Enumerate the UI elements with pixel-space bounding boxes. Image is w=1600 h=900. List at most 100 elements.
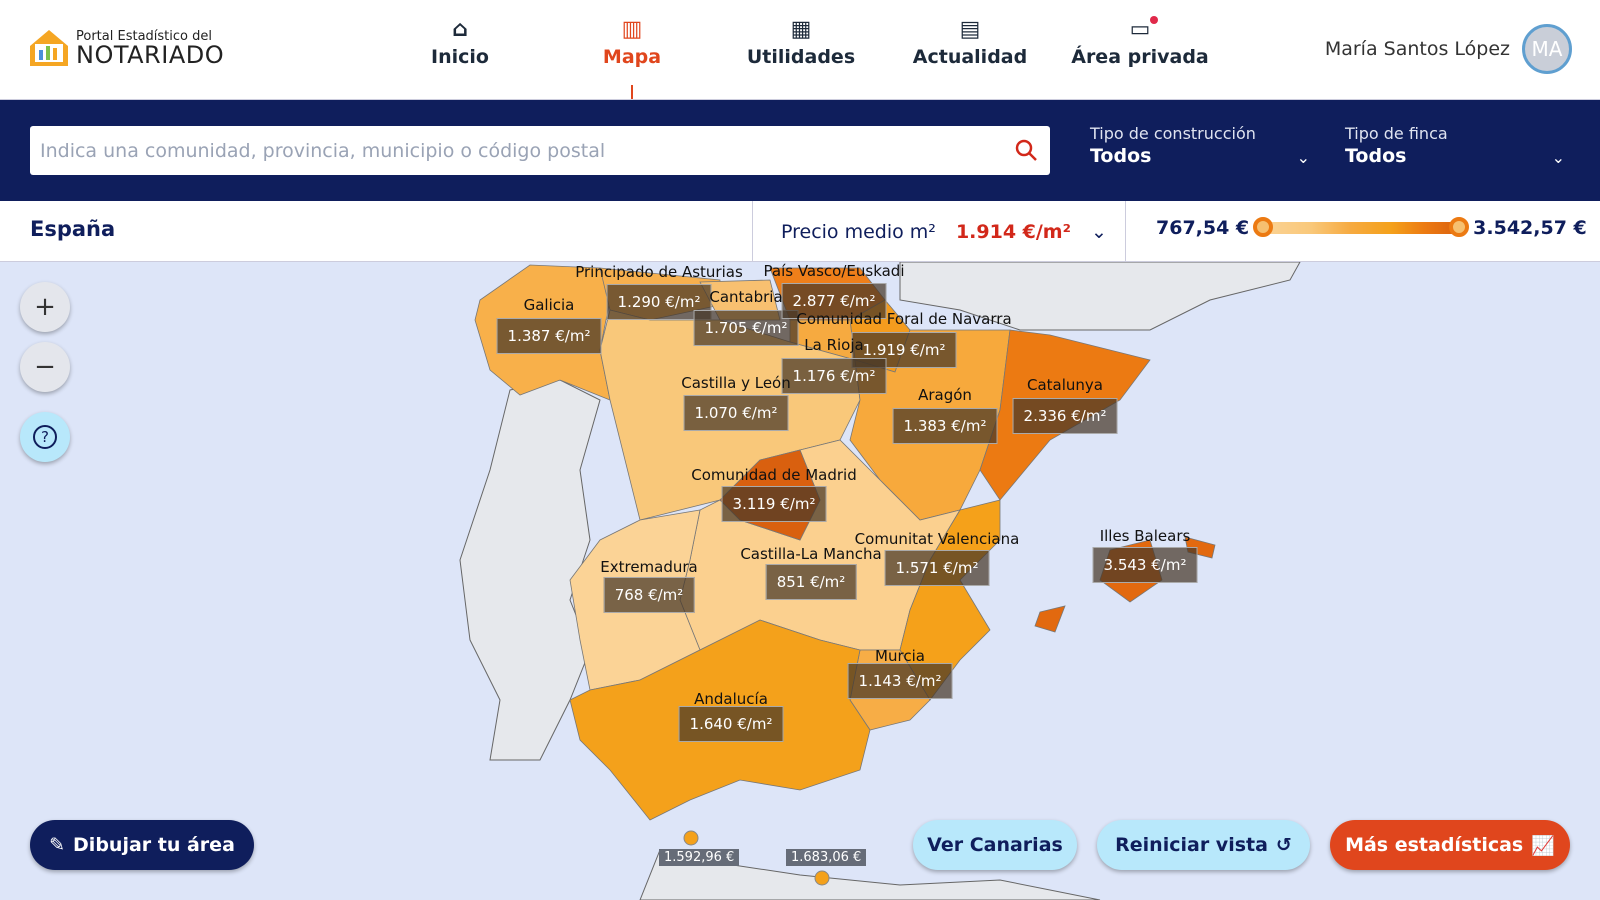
region-price: 851 €/m²: [765, 564, 857, 600]
button-label: Ver Canarias: [927, 834, 1063, 856]
nav-label: Actualidad: [912, 46, 1028, 68]
region-name: Murcia: [875, 647, 925, 665]
metric-label: Precio medio m²: [781, 220, 936, 243]
range-max: 3.542,57 €: [1473, 217, 1587, 239]
range-min: 767,54 €: [1156, 217, 1250, 239]
ver-canarias-button[interactable]: Ver Canarias: [913, 820, 1077, 870]
active-nav-indicator: [631, 85, 633, 99]
region-price: 1.387 €/m²: [496, 318, 602, 354]
user-menu[interactable]: María Santos López MA: [1325, 24, 1572, 74]
search-box: [30, 126, 1050, 175]
region-name: Comunitat Valenciana: [854, 530, 1020, 548]
more-stats-button[interactable]: Más estadísticas 📈: [1330, 820, 1570, 870]
region-name: Extremadura: [600, 558, 698, 576]
help-icon: ?: [33, 425, 57, 449]
help-button[interactable]: ?: [20, 412, 70, 462]
range-min-handle[interactable]: [1253, 217, 1274, 237]
info-bar: España Precio medio m² 1.914 €/m² ⌄ 767,54…: [0, 201, 1600, 262]
logo-line1: Portal Estadístico del: [76, 28, 212, 44]
ceuta-price-label: 1.592,96 €: [659, 849, 740, 866]
melilla-marker: [814, 870, 830, 886]
nav-utilidades[interactable]: ▦ Utilidades: [731, 14, 871, 68]
melilla-price-label: 1.683,06 €: [786, 849, 867, 866]
france-shape: [899, 262, 1301, 331]
logo-line2: NOTARIADO: [76, 40, 225, 69]
select-label: Tipo de construcción: [1090, 124, 1256, 143]
region-price: 3.119 €/m²: [721, 486, 827, 522]
grid-icon: ▦: [790, 17, 812, 42]
zoom-in-button[interactable]: +: [20, 282, 70, 332]
button-label: Reiniciar vista: [1115, 834, 1268, 856]
metric-select[interactable]: Precio medio m² 1.914 €/m² ⌄: [752, 201, 1126, 262]
select-label: Tipo de finca: [1345, 124, 1448, 143]
region-price: 1.070 €/m²: [683, 395, 789, 431]
region-name: País Vasco/Euskadi: [763, 262, 905, 280]
region-price: 1.571 €/m²: [884, 550, 990, 586]
region-price: 768 €/m²: [603, 577, 695, 613]
button-label: Más estadísticas: [1345, 834, 1524, 856]
select-value: Todos: [1345, 145, 1407, 167]
filter-bar: Tipo de construcción Todos ⌄ Tipo de finca…: [0, 100, 1600, 201]
chevron-down-icon: ⌄: [1296, 148, 1310, 167]
select-value: Todos: [1090, 145, 1152, 167]
region-price: 1.143 €/m²: [847, 663, 953, 699]
region-name: Galicia: [523, 296, 575, 314]
home-icon: ⌂: [452, 17, 468, 42]
map-icon: ▥: [621, 17, 643, 42]
ceuta-marker: [683, 830, 699, 846]
logo[interactable]: Portal Estadístico del NOTARIADO: [28, 26, 224, 68]
breadcrumb-country: España: [30, 217, 116, 241]
button-label: Dibujar tu área: [73, 834, 235, 856]
region-name: Aragón: [918, 386, 972, 404]
price-range-legend: 767,54 € 3.542,57 €: [1156, 217, 1587, 239]
region-price: 2.877 €/m²: [781, 283, 887, 319]
property-type-select[interactable]: Tipo de finca Todos ⌄: [1345, 124, 1565, 167]
nav-mapa[interactable]: ▥ Mapa: [562, 14, 702, 68]
region-name: Castilla-La Mancha: [740, 545, 882, 563]
chevron-down-icon: ⌄: [1551, 148, 1565, 167]
range-max-handle[interactable]: [1449, 217, 1470, 237]
region-baleares-ibiza: [1034, 605, 1066, 633]
region-price: 1.176 €/m²: [781, 358, 887, 394]
avatar[interactable]: MA: [1522, 24, 1572, 74]
top-header: Portal Estadístico del NOTARIADO ⌂ Inicio …: [0, 0, 1600, 100]
logo-house-icon: [30, 30, 68, 66]
nav-label: Área privada: [1071, 46, 1209, 68]
plus-icon: +: [34, 292, 56, 322]
region-price: 1.383 €/m²: [892, 408, 998, 444]
metric-value: 1.914 €/m²: [955, 220, 1071, 243]
region-price: 3.543 €/m²: [1092, 547, 1198, 583]
nav-label: Utilidades: [746, 46, 856, 68]
region-name: Castilla y León: [681, 374, 791, 392]
newspaper-icon: ▤: [959, 17, 981, 42]
region-name: Comunidad Foral de Navarra: [796, 310, 1012, 328]
chevron-down-icon: ⌄: [1090, 220, 1107, 243]
minus-icon: −: [34, 352, 56, 382]
region-price: 1.705 €/m²: [693, 310, 799, 346]
nav-actualidad[interactable]: ▤ Actualidad: [900, 14, 1040, 68]
reset-view-button[interactable]: Reiniciar vista ↺: [1097, 820, 1310, 870]
chart-line-icon: 📈: [1531, 834, 1555, 857]
pencil-icon: ✎: [49, 834, 66, 856]
region-name: Principado de Asturias: [575, 263, 743, 281]
nav-label: Mapa: [602, 46, 662, 68]
region-name: Illes Balears: [1099, 527, 1191, 545]
region-price: 1.640 €/m²: [678, 706, 784, 742]
region-name: La Rioja: [804, 336, 864, 354]
construction-type-select[interactable]: Tipo de construcción Todos ⌄: [1090, 124, 1310, 167]
region-name: Cantabria: [709, 288, 783, 306]
draw-area-button[interactable]: ✎ Dibujar tu área: [30, 820, 254, 870]
nav-inicio[interactable]: ⌂ Inicio: [390, 14, 530, 68]
user-name: María Santos López: [1324, 38, 1510, 60]
region-name: Comunidad de Madrid: [691, 466, 857, 484]
nav-area-privada[interactable]: ▭ Área privada: [1070, 14, 1210, 68]
reset-icon: ↺: [1275, 834, 1292, 856]
nav-label: Inicio: [431, 46, 489, 68]
zoom-out-button[interactable]: −: [20, 342, 70, 392]
search-icon[interactable]: [1014, 138, 1040, 164]
search-input[interactable]: [40, 139, 1014, 162]
range-slider[interactable]: [1253, 217, 1470, 237]
map-canvas[interactable]: Galicia 1.387 €/m² Principado de Asturia…: [0, 262, 1600, 900]
region-name: Andalucía: [694, 690, 768, 708]
region-price: 2.336 €/m²: [1012, 398, 1118, 434]
